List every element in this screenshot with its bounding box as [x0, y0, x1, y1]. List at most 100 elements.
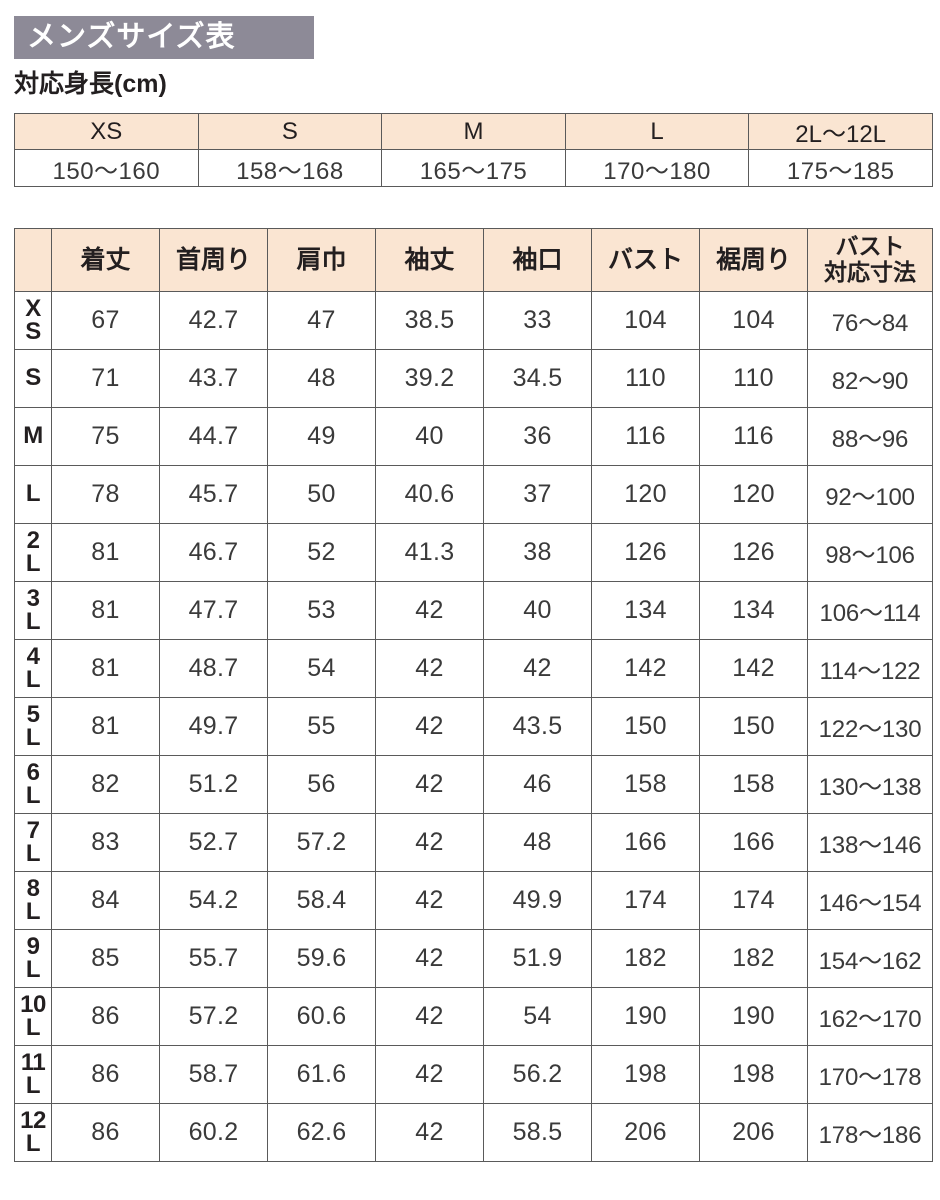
row-size-label: 11 L — [14, 1045, 52, 1104]
table-cell: 138〜146 — [807, 813, 933, 872]
table-row: 8 L 84 54.2 58.4 42 49.9 174 174 146〜154 — [14, 871, 933, 930]
height-range-xs: 150〜160 — [14, 149, 199, 187]
height-range-s: 158〜168 — [197, 149, 383, 187]
table-cell: 42 — [375, 871, 484, 930]
table-cell: 114〜122 — [807, 639, 933, 698]
table-cell: 142 — [591, 639, 700, 698]
table-cell: 41.3 — [375, 523, 484, 582]
table-cell: 50 — [267, 465, 376, 524]
table-cell: 57.2 — [267, 813, 376, 872]
table-cell: 88〜96 — [807, 407, 933, 466]
row-size-label-stack: M — [15, 422, 51, 450]
measurement-corner-cell — [14, 228, 52, 292]
row-size-label-stack: 11 L — [15, 1051, 51, 1097]
height-table: XS S M L 2L〜12L 150〜160 158〜168 165〜175 … — [14, 113, 933, 187]
row-size-label: 10 L — [14, 987, 52, 1046]
height-range-m: 165〜175 — [381, 149, 566, 187]
table-cell: 71 — [51, 349, 160, 408]
table-cell: 120 — [699, 465, 808, 524]
table-cell: 55 — [267, 697, 376, 756]
table-cell: 78 — [51, 465, 160, 524]
table-cell: 42 — [375, 929, 484, 988]
table-cell: 81 — [51, 639, 160, 698]
table-cell: 206 — [591, 1103, 700, 1162]
table-cell: 37 — [483, 465, 592, 524]
table-cell: 134 — [699, 581, 808, 640]
table-cell: 36 — [483, 407, 592, 466]
table-cell: 43.5 — [483, 697, 592, 756]
table-cell: 46.7 — [159, 523, 268, 582]
table-cell: 60.6 — [267, 987, 376, 1046]
row-size-label-part: L — [25, 781, 41, 809]
table-row: 2 L 81 46.7 52 41.3 38 126 126 98〜106 — [14, 523, 933, 582]
table-cell: 116 — [699, 407, 808, 466]
table-cell: 198 — [699, 1045, 808, 1104]
column-header-bust-taio-sunpo-line2: 対応寸法 — [824, 259, 916, 285]
table-cell: 52.7 — [159, 813, 268, 872]
table-cell: 110 — [699, 349, 808, 408]
table-cell: 190 — [699, 987, 808, 1046]
height-size-header-l: L — [564, 113, 750, 150]
table-cell: 158 — [591, 755, 700, 814]
table-cell: 54.2 — [159, 871, 268, 930]
table-cell: 166 — [591, 813, 700, 872]
table-cell: 67 — [51, 291, 160, 350]
table-row: 10 L 86 57.2 60.6 42 54 190 190 162〜170 — [14, 987, 933, 1046]
table-cell: 42 — [375, 1103, 484, 1162]
table-row: S 71 43.7 48 39.2 34.5 110 110 82〜90 — [14, 349, 933, 408]
table-cell: 150 — [699, 697, 808, 756]
table-row: L 78 45.7 50 40.6 37 120 120 92〜100 — [14, 465, 933, 524]
measurement-table-header-row: 着丈 首周り 肩巾 袖丈 袖口 バスト 裾周り バスト 対応寸法 — [14, 228, 933, 292]
table-row: 4 L 81 48.7 54 42 42 142 142 114〜122 — [14, 639, 933, 698]
height-table-header-row: XS S M L 2L〜12L — [14, 113, 933, 150]
table-cell: 190 — [591, 987, 700, 1046]
table-cell: 104 — [591, 291, 700, 350]
column-header-kubimawari: 首周り — [159, 228, 268, 292]
table-cell: 48 — [267, 349, 376, 408]
table-cell: 60.2 — [159, 1103, 268, 1162]
table-cell: 106〜114 — [807, 581, 933, 640]
table-cell: 82〜90 — [807, 349, 933, 408]
row-size-label-part: L — [25, 549, 41, 577]
column-header-bust-taio-sunpo: バスト 対応寸法 — [807, 228, 933, 292]
row-size-label-part: 6 — [26, 759, 40, 787]
table-cell: 166 — [699, 813, 808, 872]
row-size-label-part: 2 — [26, 527, 40, 555]
measurement-table: 着丈 首周り 肩巾 袖丈 袖口 バスト 裾周り バスト 対応寸法 X S 67 42.… — [14, 228, 933, 1162]
table-cell: 47.7 — [159, 581, 268, 640]
table-cell: 62.6 — [267, 1103, 376, 1162]
table-cell: 48.7 — [159, 639, 268, 698]
table-cell: 43.7 — [159, 349, 268, 408]
row-size-label-part: 9 — [26, 933, 40, 961]
height-section-label: 対応身長(cm) — [14, 70, 167, 98]
table-cell: 134 — [591, 581, 700, 640]
table-cell: 51.9 — [483, 929, 592, 988]
row-size-label-part: L — [25, 1013, 41, 1041]
row-size-label-part: 10 — [20, 991, 46, 1019]
table-cell: 146〜154 — [807, 871, 933, 930]
table-cell: 120 — [591, 465, 700, 524]
row-size-label-stack: 10 L — [15, 991, 51, 1041]
column-header-bust: バスト — [591, 228, 700, 292]
table-cell: 44.7 — [159, 407, 268, 466]
row-size-label-part: M — [23, 422, 43, 450]
height-table-range-row: 150〜160 158〜168 165〜175 170〜180 175〜185 — [14, 149, 933, 187]
table-cell: 178〜186 — [807, 1103, 933, 1162]
table-cell: 83 — [51, 813, 160, 872]
height-size-header-2l-12l: 2L〜12L — [748, 113, 933, 150]
table-cell: 52 — [267, 523, 376, 582]
row-size-label: L — [14, 465, 52, 524]
table-cell: 42 — [375, 639, 484, 698]
table-cell: 54 — [267, 639, 376, 698]
table-cell: 174 — [591, 871, 700, 930]
table-row: 7 L 83 52.7 57.2 42 48 166 166 138〜146 — [14, 813, 933, 872]
row-size-label-part: L — [25, 839, 41, 867]
column-header-sodetake: 袖丈 — [375, 228, 484, 292]
table-cell: 58.7 — [159, 1045, 268, 1104]
table-cell: 42 — [375, 697, 484, 756]
table-cell: 42 — [375, 987, 484, 1046]
